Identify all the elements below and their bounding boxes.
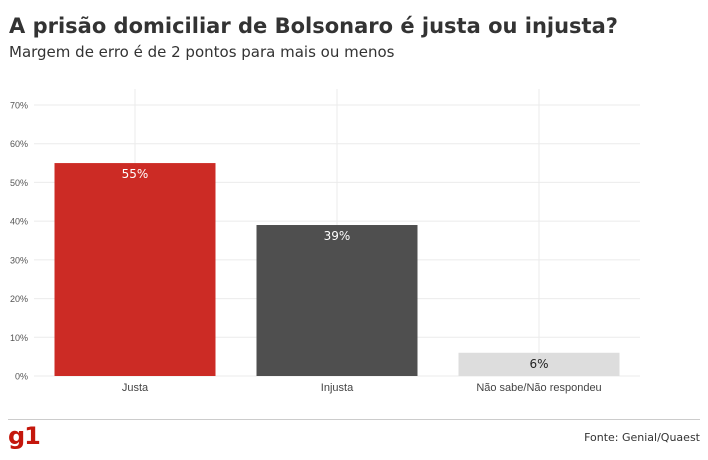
data-label: 6% [529, 357, 548, 371]
g1-logo: g1 [8, 422, 41, 450]
footer-divider [8, 419, 700, 420]
y-tick-label: 10% [10, 333, 28, 343]
y-tick-label: 30% [10, 255, 28, 265]
chart-title: A prisão domiciliar de Bolsonaro é justa… [9, 14, 618, 38]
x-tick-label: Injusta [321, 382, 354, 394]
bar [54, 163, 216, 376]
y-tick-label: 20% [10, 294, 28, 304]
source-note: Fonte: Genial/Quaest [584, 431, 700, 444]
data-label: 55% [122, 167, 149, 181]
chart-subtitle: Margem de erro é de 2 pontos para mais o… [9, 43, 395, 61]
y-tick-label: 50% [10, 178, 28, 188]
y-tick-label: 40% [10, 217, 28, 227]
x-tick-label: Não sabe/Não respondeu [476, 382, 601, 394]
y-tick-label: 60% [10, 139, 28, 149]
y-tick-label: 70% [10, 101, 28, 111]
data-label: 39% [324, 229, 351, 243]
bar-chart: 0% 10% 20% 30% 40% 50% 60% 70% 55% Justa 39% Injust… [10, 89, 640, 394]
x-tick-label: Justa [122, 382, 149, 394]
bar [256, 225, 418, 376]
bar [458, 352, 620, 376]
y-tick-label: 0% [15, 372, 28, 382]
